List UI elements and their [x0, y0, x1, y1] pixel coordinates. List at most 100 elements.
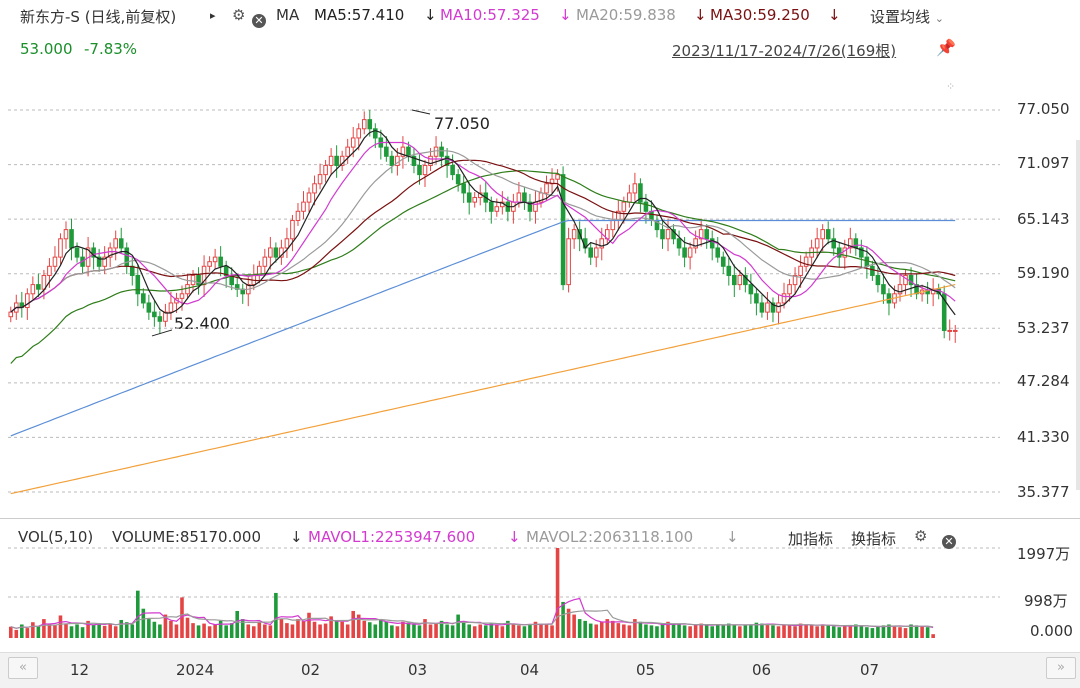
volume-bar: [340, 621, 344, 638]
candle-body: [704, 229, 709, 240]
volume-bar: [627, 625, 632, 638]
volume-bar: [914, 625, 919, 638]
candle-body: [328, 155, 334, 166]
volume-bar: [577, 619, 582, 638]
scroll-left-button[interactable]: «: [8, 657, 38, 679]
crosshair-icon[interactable]: ⁘: [946, 80, 956, 93]
volume-bar: [301, 620, 306, 638]
close-icon[interactable]: ✕: [252, 9, 266, 28]
volume-bar: [318, 624, 322, 638]
candle-body: [732, 274, 737, 286]
candle-body: [444, 155, 450, 166]
candle-body: [295, 210, 301, 221]
chart-title[interactable]: 新东方-S (日线,前复权): [20, 8, 177, 26]
scroll-right-button[interactable]: »: [1046, 657, 1076, 679]
volume-bar: [726, 623, 731, 638]
volume-value: VOLUME:85170.000: [112, 528, 261, 546]
candle-body: [566, 238, 571, 286]
candle-body: [196, 274, 201, 286]
volume-bar: [263, 624, 267, 638]
candle-body: [726, 265, 732, 276]
volume-bar: [616, 623, 621, 638]
volume-bar: [97, 623, 101, 638]
volume-bar: [876, 626, 880, 638]
mavol1-down-icon: ↓: [508, 528, 521, 546]
volume-bar: [605, 619, 610, 638]
candle-body: [439, 146, 444, 157]
candle-body: [798, 265, 803, 276]
x-tick-label: 05: [636, 661, 656, 679]
candle-body: [709, 238, 715, 249]
volume-bar: [345, 624, 350, 638]
candle-body: [488, 201, 494, 212]
volume-bar: [80, 627, 85, 638]
volume-bar: [274, 592, 278, 638]
volume-bar: [235, 610, 240, 638]
candle-body: [306, 192, 312, 203]
add-indicator-button[interactable]: 加指标: [788, 530, 834, 548]
candle-body: [74, 247, 80, 258]
volume-bar: [831, 626, 836, 638]
price-scroll-edge[interactable]: [1076, 140, 1080, 490]
mavol2-line: [10, 609, 934, 629]
candle-body: [781, 293, 787, 304]
ma250-line: [10, 284, 956, 495]
time-axis-scrollbar[interactable]: [0, 652, 1080, 688]
gear-icon[interactable]: ⚙: [232, 6, 246, 24]
volume-bar: [36, 626, 41, 638]
settings-ma-button[interactable]: 设置均线 ⌄: [870, 6, 944, 27]
x-tick-label: 2024: [176, 661, 215, 679]
volume-bar: [379, 619, 383, 638]
volume-bar: [64, 623, 68, 638]
high-arrow: [411, 109, 431, 115]
volume-bar: [351, 610, 355, 638]
y-tick-label: 41.330: [1017, 428, 1070, 446]
vol-gear-icon[interactable]: ⚙: [914, 527, 928, 545]
candle-body: [610, 219, 616, 231]
ma10-down-icon: ↓: [559, 6, 572, 24]
volume-bar: [533, 621, 538, 638]
x-tick-label: 03: [408, 661, 428, 679]
volume-bar: [196, 625, 201, 638]
current-price: 53.000: [20, 40, 73, 58]
x-tick-label: 04: [520, 661, 540, 679]
volume-bar: [688, 626, 692, 638]
pin-icon[interactable]: 📌: [936, 38, 956, 57]
expand-arrow-icon[interactable]: ▸: [210, 9, 216, 22]
volume-bar: [108, 624, 112, 638]
candle-body: [720, 256, 726, 267]
volume-bar: [312, 621, 317, 638]
volume-bar: [91, 624, 96, 638]
candle-body: [516, 192, 522, 203]
candle-body: [279, 247, 284, 258]
candle-body: [317, 174, 323, 185]
volume-bar: [373, 624, 378, 638]
candle-body: [715, 247, 721, 258]
volume-bar: [704, 625, 709, 638]
volume-bar: [682, 625, 687, 638]
volume-bar: [279, 619, 284, 638]
candle-body: [870, 265, 875, 276]
volume-bar: [102, 625, 107, 638]
ma10-value: MA10:57.325: [440, 6, 540, 24]
candle-body: [400, 146, 406, 157]
vol-close-icon[interactable]: ✕: [942, 530, 956, 549]
date-range[interactable]: 2023/11/17-2024/7/26(169根): [672, 42, 897, 60]
volume-bar: [892, 626, 897, 638]
candle-body: [831, 238, 837, 249]
pane-divider[interactable]: [0, 518, 1080, 519]
volume-bar: [42, 619, 46, 638]
volume-bar: [119, 619, 124, 638]
candle-body: [428, 155, 433, 166]
volume-bar: [174, 624, 179, 638]
candle-body: [952, 329, 958, 332]
candle-body: [411, 155, 417, 166]
volume-bar: [909, 624, 913, 638]
candle-body: [367, 119, 373, 130]
candle-body: [825, 229, 831, 240]
candle-body: [765, 302, 770, 313]
switch-indicator-button[interactable]: 换指标: [851, 530, 897, 548]
candle-body: [146, 302, 152, 313]
vol-y-tick-label: 0.000: [1030, 622, 1073, 640]
